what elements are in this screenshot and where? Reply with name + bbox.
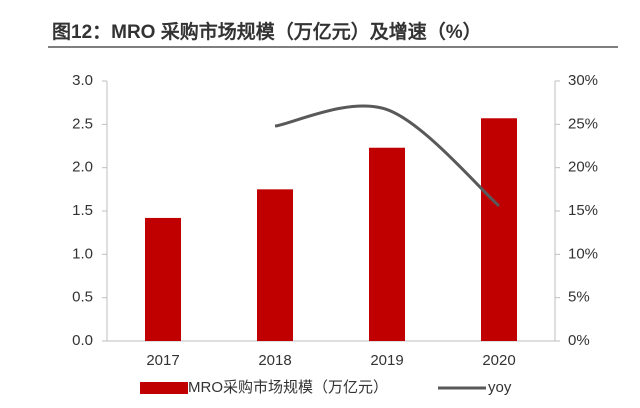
- y-tick-label: 2.0: [72, 159, 93, 176]
- x-tick-label: 2017: [146, 352, 179, 369]
- bar: [257, 189, 293, 341]
- y-tick-label: 3.0: [72, 72, 93, 89]
- bar: [369, 147, 405, 341]
- y2-tick-label: 20%: [568, 159, 598, 176]
- bar: [481, 118, 517, 342]
- chart-title: 图12：MRO 采购市场规模（万亿元）及增速（%）: [52, 20, 482, 43]
- y-tick-label: 1.5: [72, 202, 93, 219]
- y2-tick-label: 0%: [568, 332, 590, 349]
- y-tick-label: 2.5: [72, 115, 93, 132]
- legend-swatch: [140, 382, 188, 394]
- y2-tick-label: 5%: [568, 289, 590, 306]
- y-tick-label: 0.5: [72, 289, 93, 306]
- legend-label: MRO采购市场规模（万亿元）: [188, 379, 388, 396]
- x-tick-label: 2019: [370, 352, 403, 369]
- y2-tick-label: 10%: [568, 245, 598, 262]
- x-tick-label: 2020: [482, 352, 515, 369]
- y2-tick-label: 30%: [568, 72, 598, 89]
- x-tick-label: 2018: [258, 352, 291, 369]
- y2-tick-label: 25%: [568, 115, 598, 132]
- bar: [145, 217, 181, 341]
- y2-tick-label: 15%: [568, 202, 598, 219]
- legend-label: yoy: [488, 379, 512, 396]
- y-tick-label: 1.0: [72, 245, 93, 262]
- line: [274, 104, 500, 207]
- y-tick-label: 0.0: [72, 332, 93, 349]
